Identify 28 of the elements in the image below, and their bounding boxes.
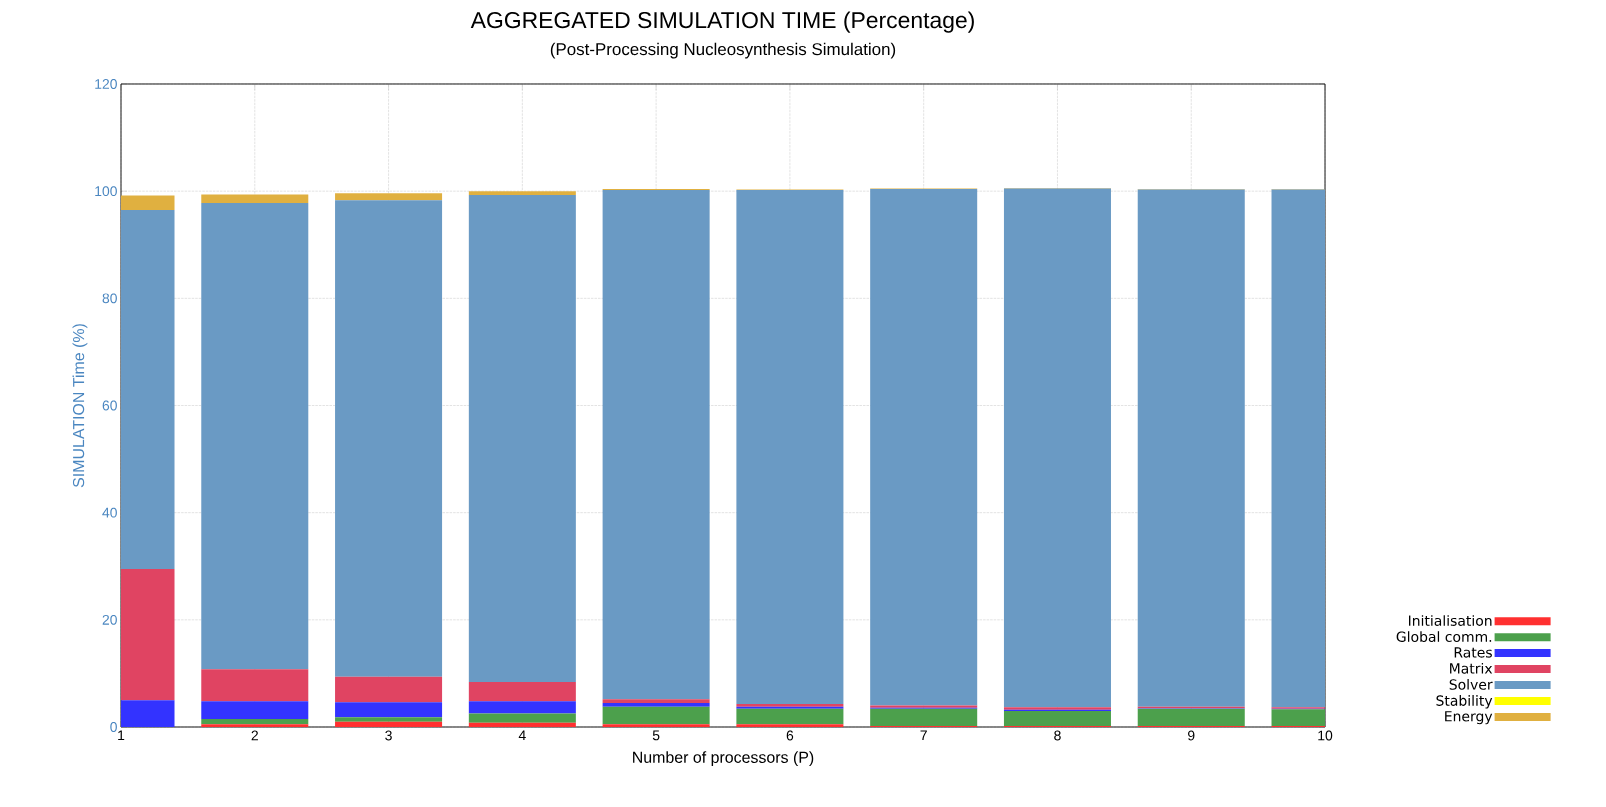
y-tick-label: 60 — [102, 400, 117, 411]
x-axis-title: Number of processors (P) — [633, 751, 814, 767]
x-tick-label: 5 — [652, 730, 660, 741]
chart-title: AGGREGATED SIMULATION TIME (Percentage) — [470, 11, 974, 33]
y-tick-label: 80 — [102, 293, 117, 304]
legend-label: Matrix — [1450, 662, 1493, 674]
x-tick-label: 4 — [518, 730, 526, 741]
x-tick-label: 3 — [385, 730, 392, 741]
legend-label: Rates — [1454, 647, 1492, 658]
x-tick-label: 10 — [1318, 730, 1333, 741]
legend-label: Solver — [1449, 679, 1493, 690]
legend-label: Initialisation — [1408, 615, 1492, 626]
legend-label: Energy — [1445, 711, 1493, 725]
x-tick-label: 9 — [1188, 730, 1195, 741]
x-tick-label: 7 — [920, 730, 927, 741]
y-tick-label: 100 — [95, 186, 117, 197]
y-tick-label: 120 — [95, 79, 117, 89]
y-tick-label: 20 — [102, 614, 117, 625]
x-tick-label: 6 — [786, 730, 794, 741]
y-tick-label: 0 — [110, 722, 117, 732]
y-axis-title: SIMULATION Time (%) — [72, 324, 88, 488]
x-tick-label: 2 — [251, 730, 258, 741]
y-tick-label: 40 — [102, 507, 117, 518]
x-tick-label: 1 — [118, 730, 125, 741]
x-tick-label: 8 — [1054, 730, 1061, 741]
chart-subtitle: (Post-Processing Nucleosynthesis Simulation) — [550, 42, 896, 59]
legend-label: Stability — [1436, 695, 1493, 709]
legend-label: Global comm. — [1396, 631, 1492, 642]
